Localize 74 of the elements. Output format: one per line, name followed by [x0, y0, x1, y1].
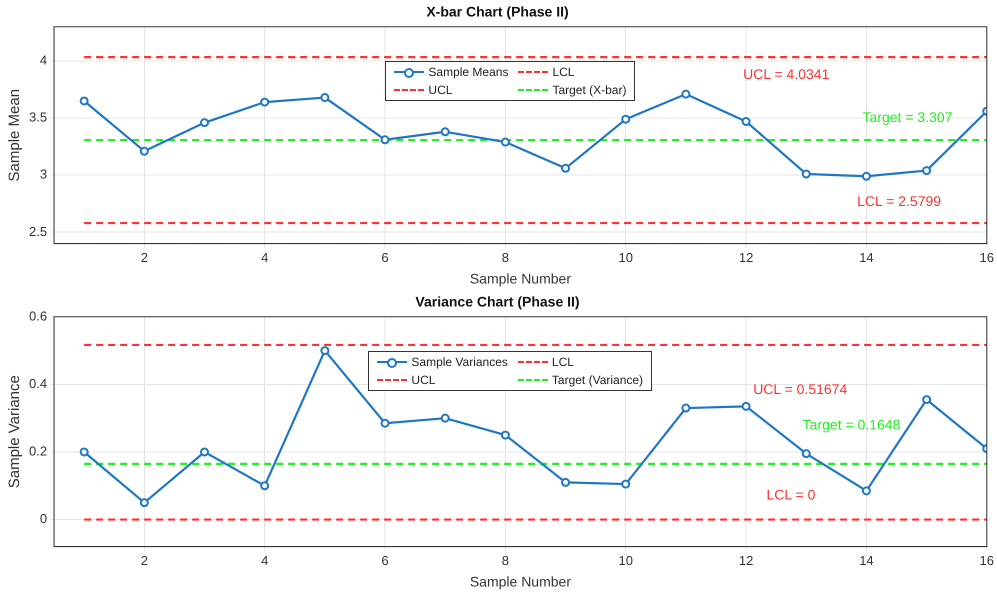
legend-label: UCL	[411, 372, 436, 387]
point	[500, 430, 510, 440]
point	[260, 481, 270, 490]
x-tick-label: 2	[140, 552, 148, 568]
x-tick-label: 12	[738, 552, 754, 568]
legend-label: LCL	[552, 354, 574, 369]
x-tick-label: 14	[859, 250, 874, 265]
y-tick-label: 3.5	[28, 110, 48, 125]
annotation: UCL = 0.51674	[753, 380, 848, 397]
point	[742, 402, 751, 411]
x-tick-label: 8	[502, 250, 509, 265]
x-tick-label: 4	[261, 250, 268, 265]
point	[621, 480, 630, 489]
point	[681, 404, 690, 413]
x-tick-label: 14	[859, 552, 874, 568]
annotation: Target = 3.307	[862, 108, 953, 125]
legend-label: UCL	[428, 82, 452, 97]
x-tick-label: 6	[381, 250, 389, 265]
point	[922, 166, 932, 176]
legend-label: Target (Variance)	[552, 372, 644, 387]
x-tick-label: 16	[980, 250, 994, 265]
point	[140, 146, 149, 156]
point	[200, 447, 210, 456]
point	[320, 93, 330, 102]
legend-label: Sample Variances	[411, 354, 508, 369]
x-tick-label: 4	[261, 552, 268, 568]
y-tick-label: 0.2	[28, 444, 48, 459]
point	[140, 498, 149, 508]
annotation: LCL = 2.5799	[857, 192, 942, 209]
y-tick-label: 2.5	[28, 224, 48, 239]
point	[380, 418, 390, 428]
y-tick-label: 0	[40, 511, 48, 526]
point	[500, 138, 510, 147]
y-tick-label: 4	[40, 52, 48, 68]
annotation: UCL = 4.0341	[743, 66, 830, 82]
x-tick-label: 6	[381, 552, 389, 568]
point	[200, 118, 210, 128]
annotation: LCL = 0	[766, 486, 816, 502]
point	[561, 478, 570, 487]
x-axis-title: Sample Number	[470, 270, 572, 286]
legend-label: LCL	[552, 64, 574, 79]
x-tick-label: 8	[502, 552, 509, 568]
point	[681, 90, 690, 99]
point	[802, 449, 811, 458]
point	[320, 346, 330, 356]
legend-label: Target (X-bar)	[552, 82, 626, 97]
y-tick-label: 3	[40, 166, 48, 182]
x-tick-label: 16	[980, 552, 994, 568]
point	[380, 135, 390, 144]
legend-label: Sample Means	[428, 64, 508, 79]
annotation: Target = 0.1648	[802, 416, 901, 433]
y-axis-title: Sample Variance	[6, 375, 24, 488]
point	[440, 127, 450, 136]
chart-title: X-bar Chart (Phase II)	[426, 3, 569, 20]
y-tick-label: 0.6	[28, 308, 48, 324]
y-tick-label: 0.4	[28, 376, 48, 391]
point	[80, 96, 89, 106]
point	[260, 98, 270, 107]
point	[862, 172, 871, 181]
point	[561, 164, 570, 173]
y-axis-title: Sample Mean	[6, 88, 24, 182]
x-tick-label: 10	[618, 552, 633, 568]
x-tick-label: 10	[618, 250, 633, 265]
x-tick-label: 12	[738, 250, 754, 265]
point	[621, 114, 630, 124]
point	[440, 414, 450, 423]
x-tick-label: 2	[140, 250, 148, 265]
point	[862, 486, 871, 496]
point	[922, 395, 932, 404]
chart-title: Variance Chart (Phase II)	[415, 293, 580, 310]
point	[80, 447, 89, 456]
x-axis-title: Sample Number	[470, 573, 572, 590]
point	[742, 117, 751, 126]
point	[802, 169, 811, 178]
